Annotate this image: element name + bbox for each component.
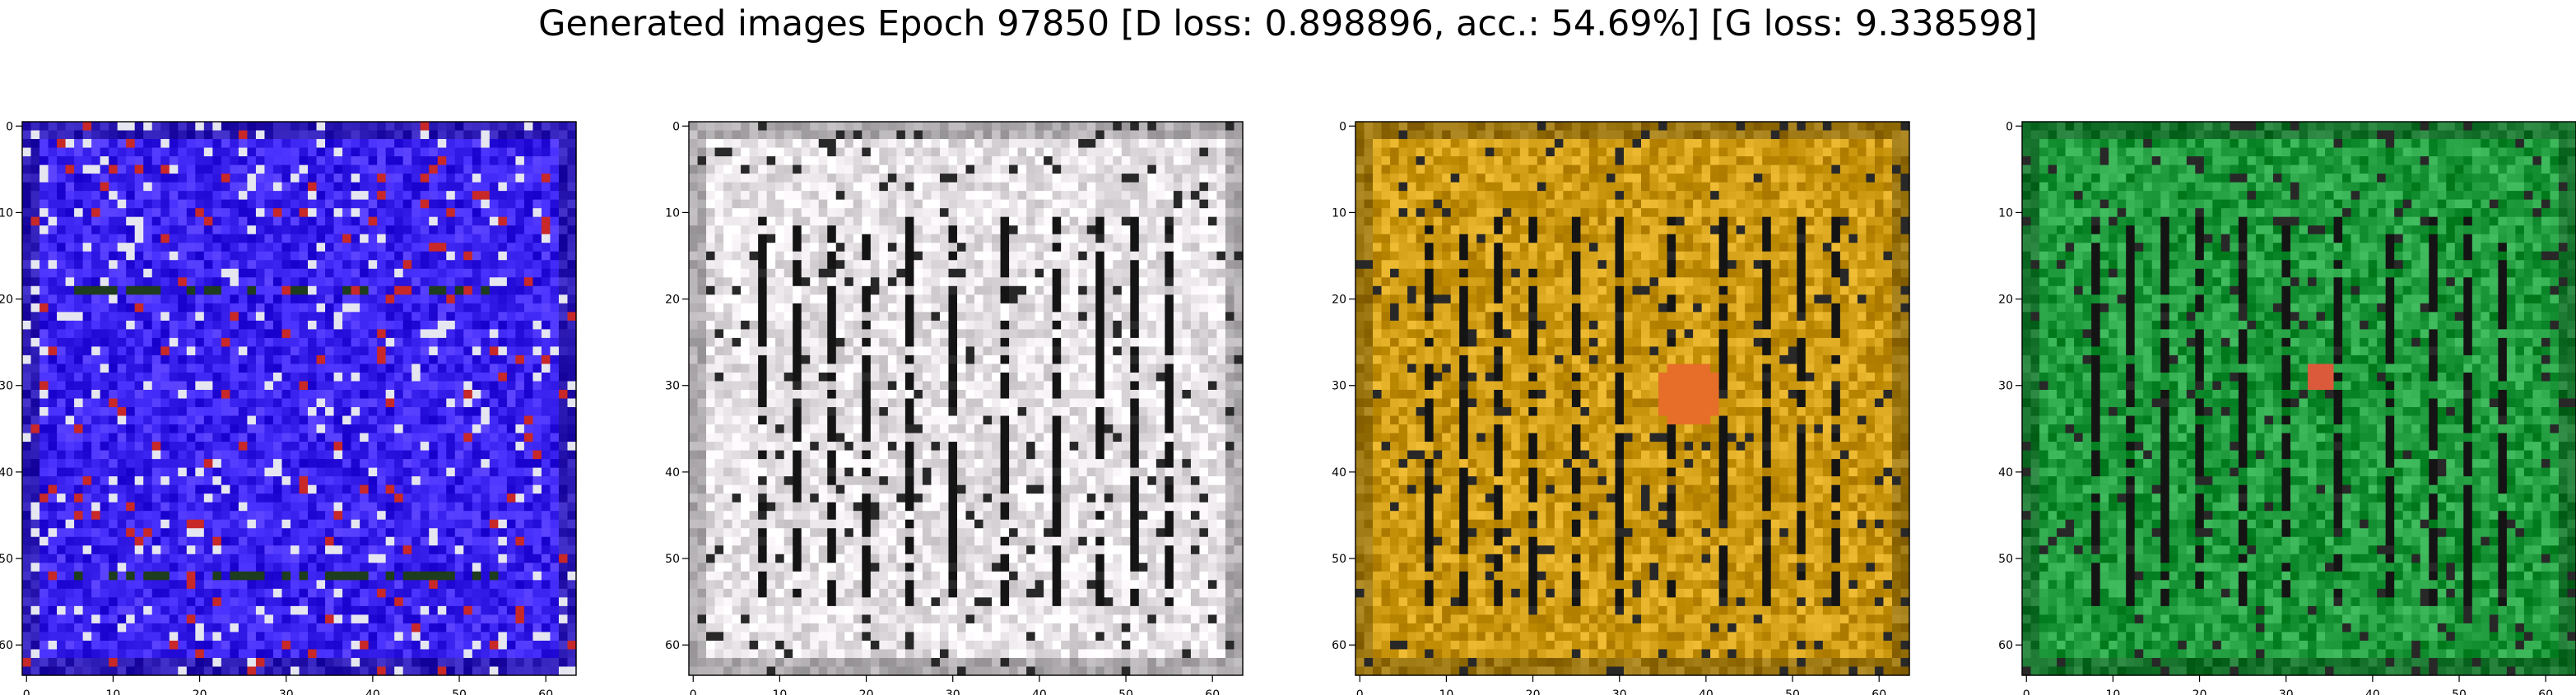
image-panel-white: 0 10 20 30 40 50 60 0 10 20 30 40 50 60 — [665, 120, 1244, 695]
y-tick-label: 40 — [0, 466, 13, 480]
image-pixels — [2022, 122, 2576, 676]
y-tick-label: 30 — [0, 380, 13, 393]
image-panel-blue: 0 10 20 30 40 50 60 0 10 20 30 40 50 60 — [0, 120, 577, 695]
x-tick-label: 40 — [2365, 688, 2380, 695]
x-tick-label: 60 — [2538, 688, 2553, 695]
x-tick-label: 30 — [1612, 688, 1627, 695]
y-tick-label: 10 — [1998, 206, 2013, 220]
image-pixels — [1355, 122, 1910, 676]
x-tick-label: 0 — [690, 688, 697, 695]
axes-frame — [2021, 121, 2576, 676]
x-tick-label: 40 — [365, 688, 380, 695]
x-tick-label: 10 — [2106, 688, 2121, 695]
y-tick-label: 0 — [672, 120, 680, 133]
x-tick-label: 20 — [859, 688, 874, 695]
y-tick-label: 20 — [665, 294, 680, 307]
y-tick-label: 60 — [1998, 639, 2013, 652]
y-tick-label: 10 — [1332, 206, 1346, 220]
x-tick-label: 30 — [946, 688, 960, 695]
x-tick-label: 40 — [1032, 688, 1047, 695]
y-tick-label: 50 — [665, 553, 680, 566]
x-tick-label: 60 — [538, 688, 553, 695]
x-tick-label: 50 — [452, 688, 467, 695]
image-pixels — [689, 122, 1244, 676]
x-tick-label: 50 — [1118, 688, 1133, 695]
x-tick-label: 10 — [773, 688, 788, 695]
y-tick-label: 30 — [1332, 380, 1346, 393]
y-tick-label: 10 — [0, 206, 13, 220]
y-tick-label: 50 — [1332, 553, 1346, 566]
x-tick-label: 0 — [1356, 688, 1364, 695]
y-tick-label: 30 — [1998, 380, 2013, 393]
y-tick-label: 60 — [1332, 639, 1346, 652]
y-tick-label: 50 — [0, 553, 13, 566]
x-tick-label: 30 — [2279, 688, 2294, 695]
x-tick-label: 50 — [1785, 688, 1800, 695]
y-tick-label: 10 — [665, 206, 680, 220]
y-tick-label: 20 — [0, 294, 13, 307]
x-tick-label: 0 — [2023, 688, 2030, 695]
y-tick-label: 40 — [1998, 466, 2013, 480]
x-tick-label: 10 — [1439, 688, 1454, 695]
image-pixels — [22, 122, 577, 676]
x-tick-label: 20 — [193, 688, 207, 695]
y-tick-label: 0 — [2006, 120, 2013, 133]
y-tick-label: 20 — [1332, 294, 1346, 307]
y-tick-label: 50 — [1998, 553, 2013, 566]
image-panel-green: 0 10 20 30 40 50 60 0 10 20 30 40 50 60 — [1998, 120, 2576, 695]
y-tick-label: 60 — [0, 639, 13, 652]
x-tick-label: 60 — [1872, 688, 1886, 695]
y-tick-label: 20 — [1998, 294, 2013, 307]
image-panel-gold: 0 10 20 30 40 50 60 0 10 20 30 40 50 60 — [1332, 120, 1910, 695]
y-tick-label: 0 — [1339, 120, 1346, 133]
x-tick-label: 0 — [23, 688, 30, 695]
x-tick-label: 20 — [2192, 688, 2207, 695]
y-tick-label: 60 — [665, 639, 680, 652]
x-tick-label: 30 — [279, 688, 294, 695]
x-tick-label: 20 — [1526, 688, 1541, 695]
x-tick-label: 10 — [106, 688, 121, 695]
y-tick-label: 40 — [665, 466, 680, 480]
figure-title: Generated images Epoch 97850 [D loss: 0.… — [538, 3, 2038, 44]
x-tick-label: 50 — [2452, 688, 2467, 695]
y-tick-label: 30 — [665, 380, 680, 393]
axes-frame — [21, 121, 577, 676]
y-tick-label: 40 — [1332, 466, 1346, 480]
x-tick-label: 60 — [1205, 688, 1220, 695]
axes-frame — [1355, 121, 1910, 676]
y-tick-label: 0 — [6, 120, 13, 133]
x-tick-label: 40 — [1699, 688, 1713, 695]
axes-frame — [688, 121, 1244, 676]
